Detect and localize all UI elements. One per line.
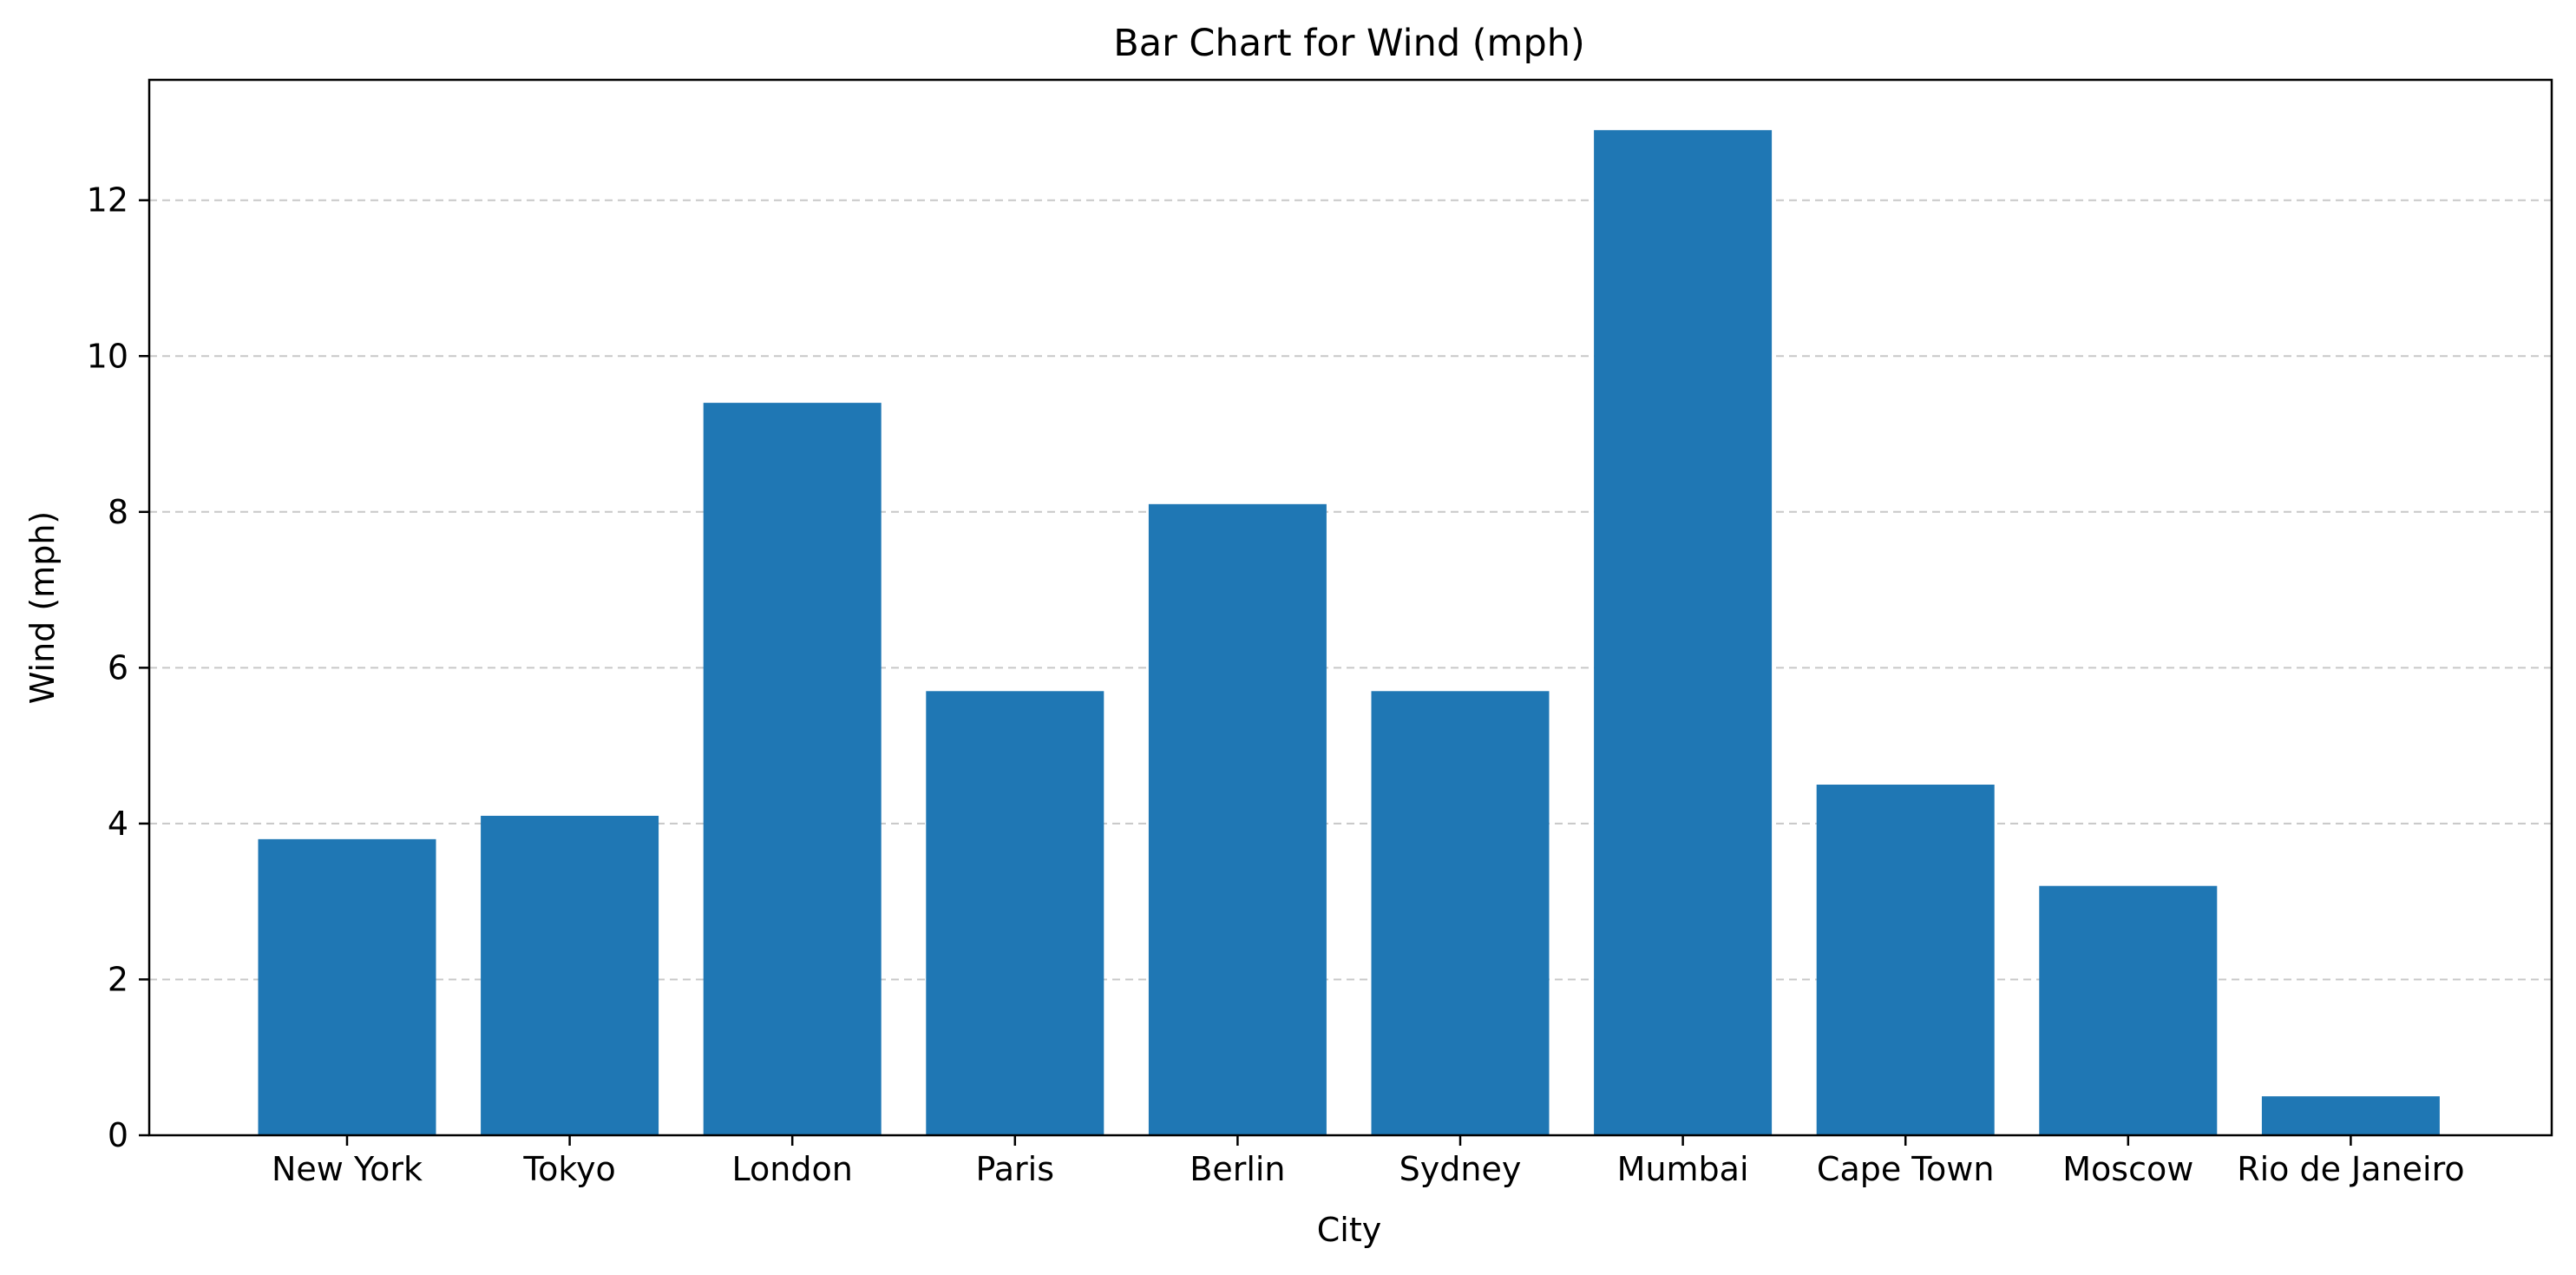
bar	[1148, 503, 1327, 1135]
y-tick-label: 10	[87, 337, 128, 375]
x-tick-label: New York	[272, 1150, 423, 1188]
plot-area-frame	[147, 78, 2553, 1137]
bars	[258, 129, 2440, 1135]
x-tick-label: Berlin	[1190, 1150, 1285, 1188]
bar	[926, 691, 1104, 1135]
bar	[258, 838, 436, 1135]
x-tick-label: Tokyo	[522, 1150, 615, 1188]
x-tick-label: Sydney	[1399, 1150, 1522, 1188]
x-axis-ticks: New York Tokyo London Paris Berlin Sydney Mumb…	[272, 1135, 2465, 1188]
bar	[481, 815, 659, 1135]
y-tick-label: 6	[108, 648, 128, 687]
grid-lines	[149, 199, 2552, 981]
bar	[2261, 1096, 2440, 1135]
x-tick-label: Moscow	[2062, 1150, 2193, 1188]
bar	[703, 403, 882, 1135]
x-tick-label: Cape Town	[1817, 1150, 1995, 1188]
bar	[1371, 691, 1550, 1135]
x-tick-label: Rio de Janeiro	[2237, 1150, 2464, 1188]
y-tick-label: 2	[108, 960, 128, 998]
y-axis-label: Wind (mph)	[23, 511, 62, 704]
chart-title: Bar Chart for Wind (mph)	[1113, 22, 1585, 65]
y-tick-label: 12	[87, 181, 128, 220]
bar	[1816, 785, 1995, 1135]
bar	[1594, 129, 1773, 1135]
y-tick-label: 0	[108, 1116, 128, 1154]
y-tick-label: 4	[108, 805, 128, 843]
x-tick-label: Mumbai	[1617, 1150, 1749, 1188]
bar	[2039, 885, 2218, 1135]
x-tick-label: London	[732, 1150, 853, 1188]
y-axis-ticks: 0 2 4 6 8 10 12	[87, 181, 149, 1154]
x-tick-label: Paris	[976, 1150, 1054, 1188]
y-tick-label: 8	[108, 493, 128, 531]
x-axis-label: City	[1317, 1211, 1381, 1249]
